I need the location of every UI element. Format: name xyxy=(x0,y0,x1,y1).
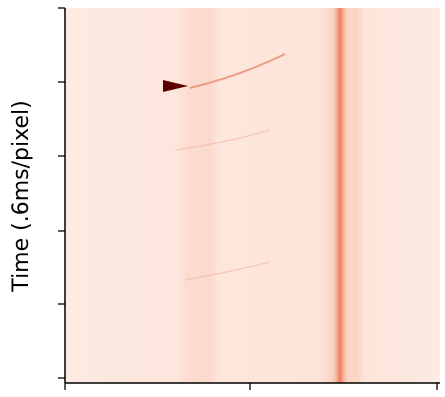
streak xyxy=(184,261,271,281)
heatmap xyxy=(65,8,440,383)
heatmap-background xyxy=(65,8,440,383)
streak xyxy=(189,53,286,89)
streak xyxy=(174,129,271,151)
marker-arrow xyxy=(163,80,188,92)
bright-band xyxy=(332,8,348,383)
y-axis-label: Time (.6ms/pixel) xyxy=(9,100,34,292)
axes xyxy=(58,7,440,390)
